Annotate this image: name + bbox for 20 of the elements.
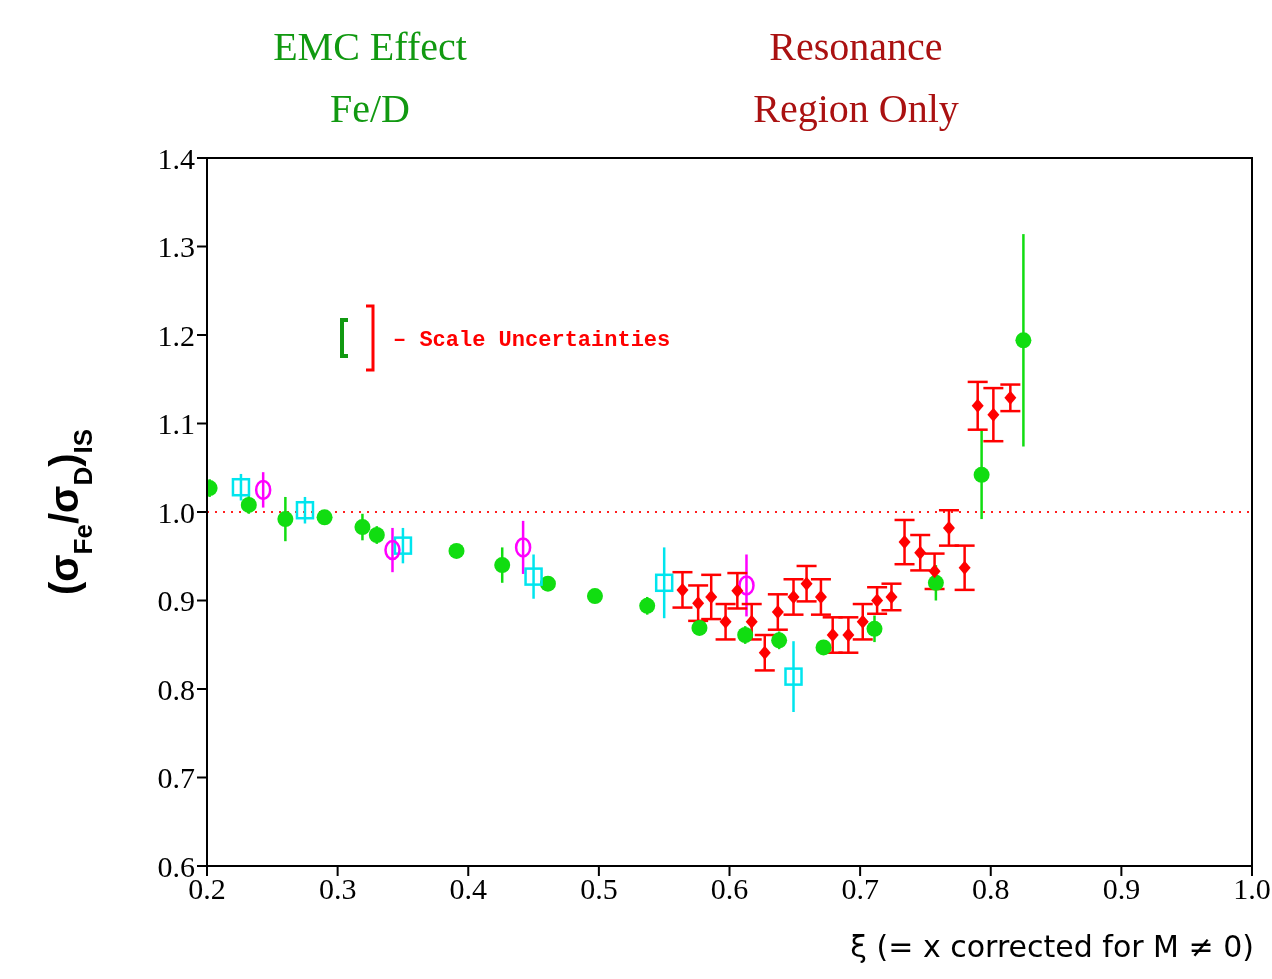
x-tick-label: 0.4 bbox=[449, 872, 487, 906]
x-tick-label: 0.6 bbox=[710, 872, 749, 906]
y-tick-label: 0.8 bbox=[157, 672, 195, 706]
x-tick-label: 0.8 bbox=[972, 872, 1010, 906]
annotation: – Scale Uncertainties bbox=[393, 328, 671, 353]
y-tick-label: 0.7 bbox=[157, 761, 195, 795]
y-tick-label: 1.0 bbox=[157, 495, 195, 529]
y-tick-label: 0.9 bbox=[157, 584, 195, 618]
y-tick-label: 1.2 bbox=[157, 318, 195, 352]
y-tick-label: 1.1 bbox=[157, 407, 195, 441]
chart-title: EMC Effect Fe/D bbox=[273, 24, 467, 131]
x-tick-label: 0.3 bbox=[318, 872, 357, 906]
x-tick-label: 0.9 bbox=[1102, 872, 1141, 906]
y-tick-label: 1.3 bbox=[157, 230, 195, 264]
y-tick-label: 1.4 bbox=[157, 141, 195, 175]
x-tick-label: 0.7 bbox=[841, 872, 879, 906]
chart-subtitle: Resonance Region Only bbox=[753, 24, 959, 131]
x-tick-label: 0.5 bbox=[580, 872, 618, 906]
x-axis-title: ξ (= x corrected for M ≠ 0) bbox=[850, 929, 1254, 964]
x-tick-label: 1.0 bbox=[1233, 872, 1271, 906]
